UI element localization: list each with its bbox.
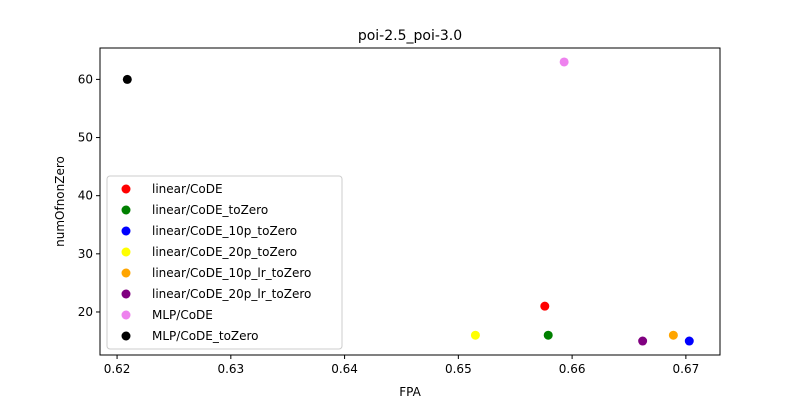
legend-label: linear/CoDE_10p_toZero [152,224,297,238]
x-tick-label: 0.66 [559,362,586,376]
legend-box [106,175,343,350]
chart-title: poi-2.5_poi-3.0 [358,28,462,44]
y-tick-label: 30 [78,247,93,261]
legend-label: MLP/CoDE_toZero [152,329,259,343]
x-axis-label: FPA [399,385,421,399]
data-point [543,330,553,340]
x-tick-label: 0.62 [104,362,131,376]
legend-label: linear/CoDE_toZero [152,203,268,217]
data-point [684,336,694,346]
x-tick-label: 0.64 [331,362,358,376]
x-axis: 0.62 0.63 0.64 0.65 0.66 0.67 [104,355,700,376]
legend: linear/CoDE linear/CoDE_toZero linear/CoDE… [106,175,343,350]
legend-marker [121,184,131,194]
y-axis-label: numOfnonZero [53,156,67,247]
legend-label: linear/CoDE_10p_lr_toZero [152,266,311,280]
legend-marker [121,331,131,341]
x-tick-label: 0.65 [445,362,472,376]
y-tick-label: 60 [78,72,93,86]
legend-marker [121,247,131,257]
legend-label: linear/CoDE_20p_lr_toZero [152,287,311,301]
legend-marker [121,268,131,278]
y-tick-label: 40 [78,189,93,203]
y-axis: 20 30 40 50 60 [78,72,100,319]
legend-marker [121,205,131,215]
x-tick-label: 0.67 [673,362,700,376]
x-tick-label: 0.63 [217,362,244,376]
data-points [122,57,694,346]
legend-marker [121,289,131,299]
data-point [470,330,480,340]
legend-label: linear/CoDE [152,182,223,196]
legend-label: MLP/CoDE [152,308,213,322]
data-point [668,330,678,340]
y-tick-label: 50 [78,131,93,145]
legend-marker [121,226,131,236]
data-point [540,301,550,311]
data-point [122,74,132,84]
legend-label: linear/CoDE_20p_toZero [152,245,297,259]
y-tick-label: 20 [78,305,93,319]
data-point [638,336,648,346]
data-point [559,57,569,67]
legend-marker [121,310,131,320]
